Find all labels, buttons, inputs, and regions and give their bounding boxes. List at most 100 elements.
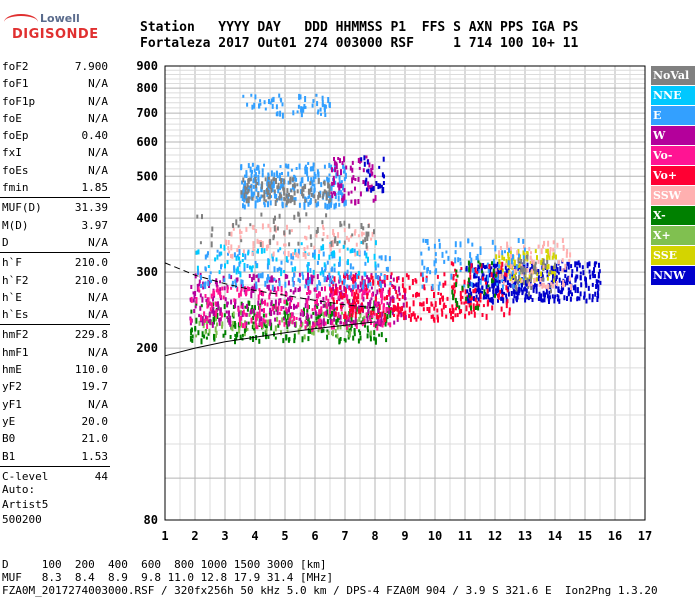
- echo-point: [517, 289, 520, 295]
- echo-point: [297, 104, 300, 109]
- echo-point: [532, 287, 535, 293]
- echo-point: [544, 284, 547, 289]
- echo-point: [581, 265, 584, 270]
- echo-point: [316, 284, 319, 291]
- echo-point: [263, 201, 266, 205]
- echo-point: [256, 311, 259, 318]
- echo-point: [289, 317, 291, 322]
- x-tick-label: 17: [638, 529, 652, 543]
- echo-point: [280, 177, 283, 184]
- echo-point: [314, 199, 317, 204]
- echo-point: [313, 322, 316, 328]
- y-tick-label: 300: [136, 265, 158, 279]
- echo-point: [317, 194, 320, 200]
- echo-point: [340, 303, 342, 309]
- echo-point: [452, 296, 455, 301]
- echo-point: [408, 314, 411, 319]
- param-value: 1.53: [81, 449, 109, 463]
- echo-point: [344, 199, 347, 206]
- echo-point: [485, 293, 488, 298]
- echo-point: [474, 287, 477, 292]
- echo-point: [192, 298, 195, 303]
- echo-point: [507, 254, 510, 259]
- echo-point: [488, 286, 491, 292]
- echo-point: [510, 291, 513, 296]
- echo-point: [212, 316, 215, 322]
- echo-point: [492, 287, 495, 292]
- echo-point: [245, 172, 248, 178]
- echo-point: [336, 306, 338, 311]
- param-name: h`Es: [2, 308, 29, 322]
- echo-point: [285, 334, 288, 340]
- echo-point: [560, 288, 563, 295]
- echo-point: [261, 292, 263, 296]
- echo-point: [315, 229, 318, 234]
- echo-point: [249, 166, 252, 173]
- echo-point: [369, 282, 372, 287]
- echo-point: [270, 300, 273, 305]
- echo-point: [513, 269, 516, 274]
- echo-point: [316, 305, 319, 309]
- param-row: foEp 0.40: [0, 127, 110, 144]
- echo-point: [313, 254, 316, 260]
- echo-point: [316, 299, 318, 305]
- echo-point: [400, 312, 403, 318]
- echo-point: [527, 296, 530, 301]
- echo-point: [567, 262, 570, 267]
- echo-point: [261, 168, 264, 173]
- echo-point: [357, 273, 360, 279]
- echo-point: [299, 312, 302, 317]
- echo-point: [226, 260, 229, 265]
- echo-point: [299, 323, 302, 327]
- echo-point: [229, 315, 232, 321]
- param-name: hmF2: [2, 328, 29, 342]
- echo-point: [351, 284, 354, 290]
- echo-point: [217, 288, 220, 295]
- echo-point: [396, 276, 399, 283]
- echo-point: [564, 274, 567, 279]
- echo-point: [474, 297, 477, 302]
- echo-point: [508, 307, 511, 312]
- echo-point: [362, 296, 365, 302]
- echo-point: [595, 279, 598, 284]
- echo-point: [547, 283, 550, 290]
- echo-point: [209, 318, 212, 325]
- echo-point: [320, 182, 323, 188]
- echo-point: [254, 172, 257, 178]
- echo-point: [250, 317, 253, 324]
- echo-point: [280, 286, 283, 292]
- echo-point: [238, 292, 241, 298]
- echo-point: [485, 313, 488, 320]
- echo-point: [490, 297, 493, 302]
- param-name: yE: [2, 414, 16, 428]
- echo-point: [306, 245, 309, 250]
- echo-point: [215, 309, 218, 313]
- echo-point: [371, 275, 374, 279]
- echo-point: [202, 324, 205, 329]
- echo-point: [531, 264, 534, 269]
- echo-point: [552, 252, 555, 259]
- param-value: 1.85: [81, 181, 109, 195]
- echo-point: [352, 306, 354, 313]
- echo-point: [540, 248, 543, 255]
- echo-point: [310, 192, 313, 197]
- echo-point: [328, 194, 331, 198]
- echo-point: [218, 252, 221, 257]
- echo-point: [352, 288, 354, 292]
- echo-point: [295, 167, 298, 170]
- echo-point: [576, 297, 579, 302]
- echo-point: [306, 277, 309, 283]
- echo-point: [272, 183, 275, 189]
- echo-point: [259, 102, 262, 106]
- echo-point: [306, 298, 309, 305]
- echo-point: [215, 278, 218, 283]
- echo-point: [267, 244, 270, 249]
- echo-point: [216, 322, 218, 327]
- param-name: MUF(D): [2, 201, 42, 215]
- echo-point: [296, 189, 299, 194]
- digisonde-logo: Lowell DIGISONDE: [2, 10, 98, 50]
- echo-point: [347, 318, 350, 322]
- echo-point: [458, 309, 461, 315]
- echo-point: [203, 284, 206, 288]
- echo-point: [307, 336, 310, 342]
